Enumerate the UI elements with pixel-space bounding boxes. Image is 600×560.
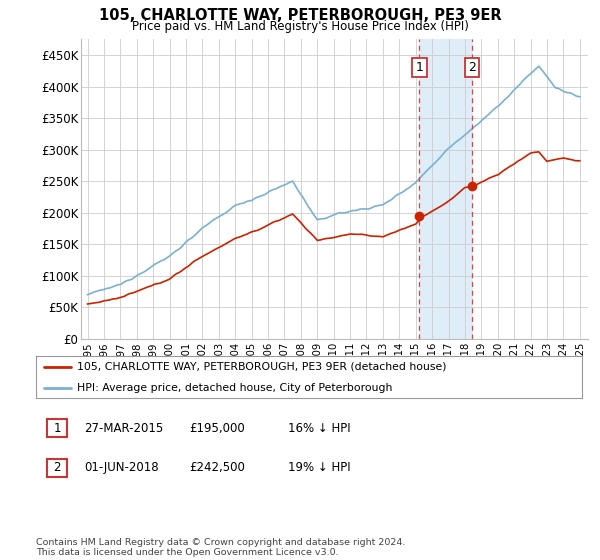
Text: 1: 1 xyxy=(53,422,61,435)
Text: £195,000: £195,000 xyxy=(189,422,245,435)
Text: Contains HM Land Registry data © Crown copyright and database right 2024.
This d: Contains HM Land Registry data © Crown c… xyxy=(36,538,406,557)
Text: 16% ↓ HPI: 16% ↓ HPI xyxy=(288,422,350,435)
Text: 105, CHARLOTTE WAY, PETERBOROUGH, PE3 9ER: 105, CHARLOTTE WAY, PETERBOROUGH, PE3 9E… xyxy=(98,8,502,24)
Text: 105, CHARLOTTE WAY, PETERBOROUGH, PE3 9ER (detached house): 105, CHARLOTTE WAY, PETERBOROUGH, PE3 9E… xyxy=(77,362,446,372)
Text: 19% ↓ HPI: 19% ↓ HPI xyxy=(288,461,350,474)
Text: Price paid vs. HM Land Registry's House Price Index (HPI): Price paid vs. HM Land Registry's House … xyxy=(131,20,469,32)
Text: 1: 1 xyxy=(416,61,424,74)
Bar xyxy=(419,39,472,339)
Text: £242,500: £242,500 xyxy=(189,461,245,474)
Text: 2: 2 xyxy=(53,461,61,474)
Text: 2: 2 xyxy=(468,61,476,74)
Text: 01-JUN-2018: 01-JUN-2018 xyxy=(84,461,158,474)
Text: HPI: Average price, detached house, City of Peterborough: HPI: Average price, detached house, City… xyxy=(77,383,392,393)
Text: 27-MAR-2015: 27-MAR-2015 xyxy=(84,422,163,435)
